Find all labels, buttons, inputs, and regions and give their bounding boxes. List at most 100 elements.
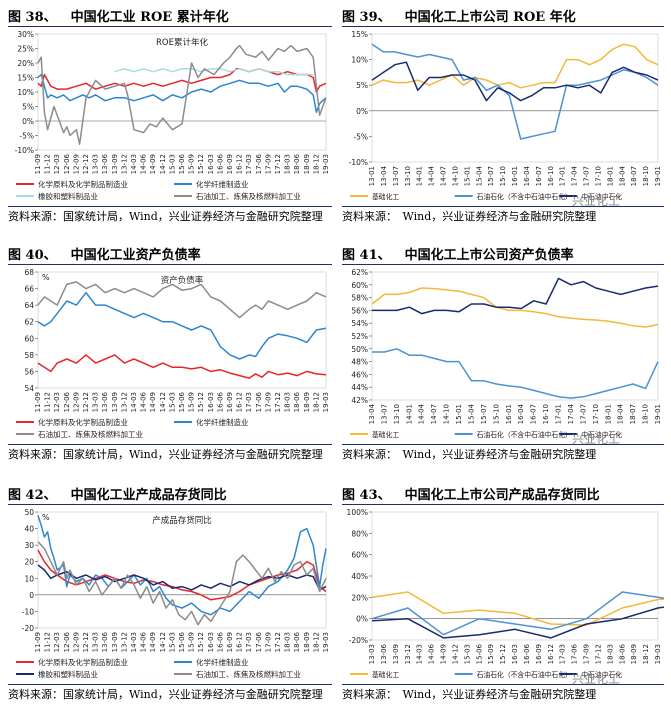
series-line — [37, 354, 327, 379]
y-tick-label: 15% — [351, 30, 368, 39]
series-line — [371, 43, 659, 89]
legend-entry: 化学原料及化学制品制造业 — [38, 417, 128, 427]
x-tick-label: 13-06 — [101, 631, 109, 652]
x-tick-label: 18-10 — [642, 166, 650, 186]
x-tick-label: 13-10 — [393, 404, 401, 424]
x-tick-label: 17-03 — [245, 632, 253, 652]
x-tick-label: 13-03 — [92, 632, 100, 652]
x-tick-label: 13-06 — [101, 153, 109, 174]
chart-listed-debt-ratio: 42% 44% 46% 48% 50% 52% 54% 56% 58% 60% 62% 13-04 13… — [350, 268, 662, 439]
y-tick-label: 20 — [24, 558, 34, 567]
x-tick-label: 17-10 — [592, 404, 600, 424]
x-tick-label: 16-09 — [535, 644, 543, 664]
y-tick-label: 30% — [17, 30, 34, 39]
x-tick-label: 17-06 — [571, 643, 579, 664]
x-tick-label: 17-12 — [594, 644, 602, 664]
x-tick-label: 15-09 — [188, 392, 196, 412]
x-tick-label: 17-01 — [559, 166, 567, 186]
x-tick-label: 15-12 — [197, 154, 205, 174]
y-tick-label: 54 — [24, 384, 34, 393]
x-tick-label: 14-03 — [130, 632, 138, 652]
panel-fig-43: 图 43、 中国化工上市公司产成品存货同比 -20% 0% 20% 40% 60% 80% 1… — [342, 484, 664, 712]
chart-title: 资产负债率 — [161, 275, 204, 286]
x-tick-label: 13-09 — [392, 644, 400, 664]
panel-fig-38: 图 38、 中国化工业 ROE 累计年化 -10% -5% 0% 5% 10% 15% 20%… — [8, 6, 332, 234]
y-tick-label: 46% — [351, 370, 368, 379]
x-tick-label: 12-09 — [72, 632, 80, 652]
x-tick-label: 14-09 — [149, 154, 157, 174]
x-tick-label: 18-03 — [284, 392, 292, 412]
x-tick-label: 15-09 — [487, 644, 495, 664]
legend-entry: 化学原料及化学制品制造业 — [38, 179, 128, 189]
x-tick-label: 16-06 — [216, 391, 224, 412]
x-tick-label: 18-09 — [303, 632, 311, 652]
x-tick-label: 16-01 — [505, 404, 513, 424]
figure-title: 图 43、 中国化工上市公司产成品存货同比 — [342, 488, 600, 503]
x-tick-label: 15-10 — [492, 404, 500, 424]
x-tick-label: 17-01 — [555, 404, 563, 424]
x-tick-label: 11-12 — [44, 392, 52, 412]
x-tick-label: 14-12 — [159, 392, 167, 412]
x-tick-label: 14-12 — [159, 154, 167, 174]
panel-fig-40: 图 40、 中国化工业资产负债率 54 56 58 60 62 64 66 68 11-09 11-… — [8, 244, 332, 472]
x-tick-label: 14-06 — [140, 153, 148, 174]
x-tick-label: 13-01 — [368, 166, 376, 186]
panel-fig-39: 图 39、 中国化工上市公司 ROE 年化 -10% -5% 0% 5% 10% 15% 13… — [342, 6, 664, 234]
x-tick-label: 15-03 — [168, 154, 176, 174]
chart-title: ROE累计年化 — [156, 37, 208, 48]
x-tick-label: 18-03 — [606, 644, 614, 664]
y-tick-label: 52% — [351, 332, 368, 341]
y-tick-label: 56% — [351, 306, 368, 315]
y-tick-label: 50 — [24, 508, 34, 517]
x-tick-label: 17-12 — [274, 632, 282, 652]
x-tick-label: 18-01 — [606, 166, 614, 186]
x-tick-label: 17-03 — [559, 644, 567, 664]
legend-entry: 化学纤维制造业 — [196, 417, 249, 427]
y-tick-label: 58 — [24, 351, 34, 360]
x-tick-label: 15-01 — [463, 166, 471, 186]
y-tick-label: 64 — [24, 301, 34, 310]
x-tick-label: 18-06 — [293, 153, 301, 174]
x-tick-label: 15-06 — [178, 153, 186, 174]
unit-label: % — [42, 513, 50, 522]
x-tick-label: 18-12 — [312, 154, 320, 174]
legend-entry: 中石油中石化 — [581, 670, 622, 679]
legend-entry: 化学纤维制造业 — [196, 179, 249, 189]
x-tick-label: 13-12 — [120, 392, 128, 412]
y-tick-label: 60 — [24, 334, 34, 343]
y-tick-label: 40% — [351, 572, 368, 581]
x-tick-label: 15-09 — [188, 154, 196, 174]
x-tick-label: 18-03 — [284, 632, 292, 652]
legend-entry: 基础化工 — [372, 430, 399, 439]
y-tick-label: 56 — [24, 367, 34, 376]
series-line — [371, 606, 664, 639]
x-tick-label: 14-04 — [418, 403, 426, 424]
x-tick-label: 18-03 — [284, 154, 292, 174]
x-tick-label: 16-03 — [207, 154, 215, 174]
x-tick-label: 19-03 — [654, 644, 662, 664]
x-tick-label: 16-06 — [216, 631, 224, 652]
legend-entry: 石油石化（不含中石油中石化） — [477, 192, 572, 201]
x-tick-label: 17-06 — [255, 391, 263, 412]
x-tick-label: 14-07 — [440, 166, 448, 186]
x-tick-label: 13-07 — [380, 404, 388, 424]
x-tick-label: 15-12 — [197, 632, 205, 652]
x-tick-label: 18-09 — [303, 154, 311, 174]
x-tick-label: 19-01 — [654, 404, 662, 424]
x-tick-label: 12-03 — [53, 392, 61, 412]
legend-entry: 化学原料及化学制品制造业 — [38, 657, 128, 667]
x-tick-label: 14-09 — [440, 644, 448, 664]
x-tick-label: 16-04 — [523, 165, 531, 186]
legend-entry: 石油加工、炼焦及核燃料加工业 — [196, 669, 301, 679]
x-tick-label: 18-04 — [617, 403, 625, 424]
x-tick-label: 13-03 — [368, 644, 376, 664]
x-tick-label: 18-07 — [630, 166, 638, 186]
x-tick-label: 13-04 — [380, 165, 388, 186]
x-tick-label: 15-06 — [178, 631, 186, 652]
watermark: 兴业化工 — [572, 194, 621, 208]
x-tick-label: 15-03 — [168, 392, 176, 412]
x-tick-label: 14-09 — [149, 392, 157, 412]
x-tick-label: 12-03 — [53, 154, 61, 174]
legend-entry: 橡胶和塑料制品业 — [38, 191, 98, 201]
x-tick-label: 12-06 — [63, 153, 71, 174]
